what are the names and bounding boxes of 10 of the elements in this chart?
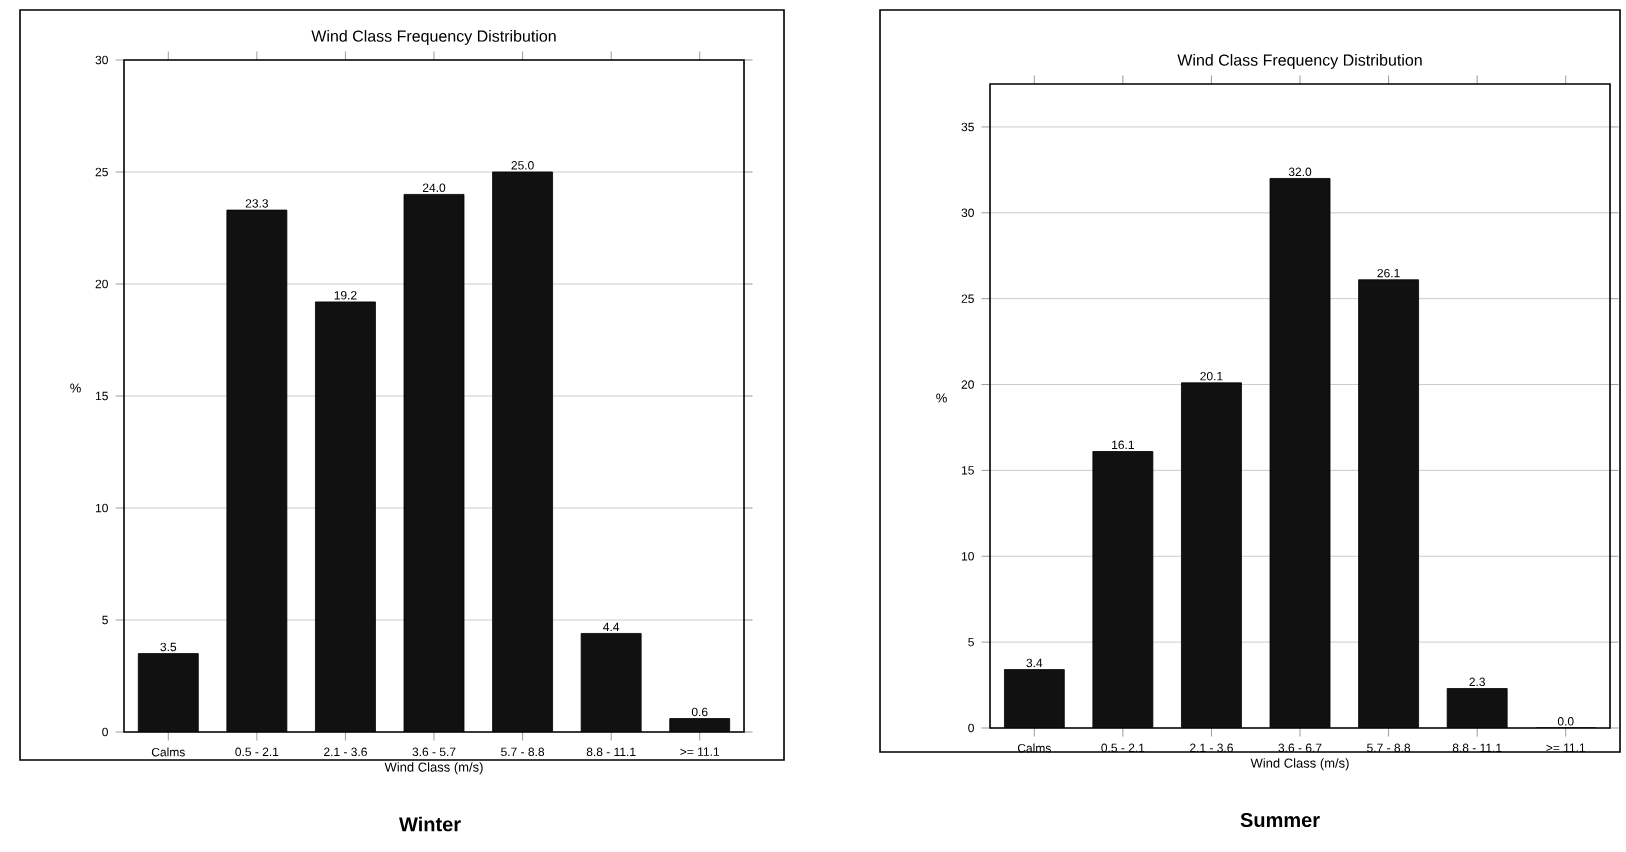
- chart-title: Wind Class Frequency Distribution: [1177, 54, 1422, 69]
- bar: [1181, 382, 1242, 728]
- text: Summer: [1240, 812, 1320, 828]
- bar: [1270, 178, 1331, 728]
- bar: [1447, 688, 1508, 728]
- bar: [1358, 279, 1419, 728]
- text: Winter: [399, 816, 461, 832]
- chart-title: Wind Class Frequency Distribution: [311, 30, 556, 45]
- bar: [1092, 451, 1153, 728]
- bar: [1004, 669, 1065, 728]
